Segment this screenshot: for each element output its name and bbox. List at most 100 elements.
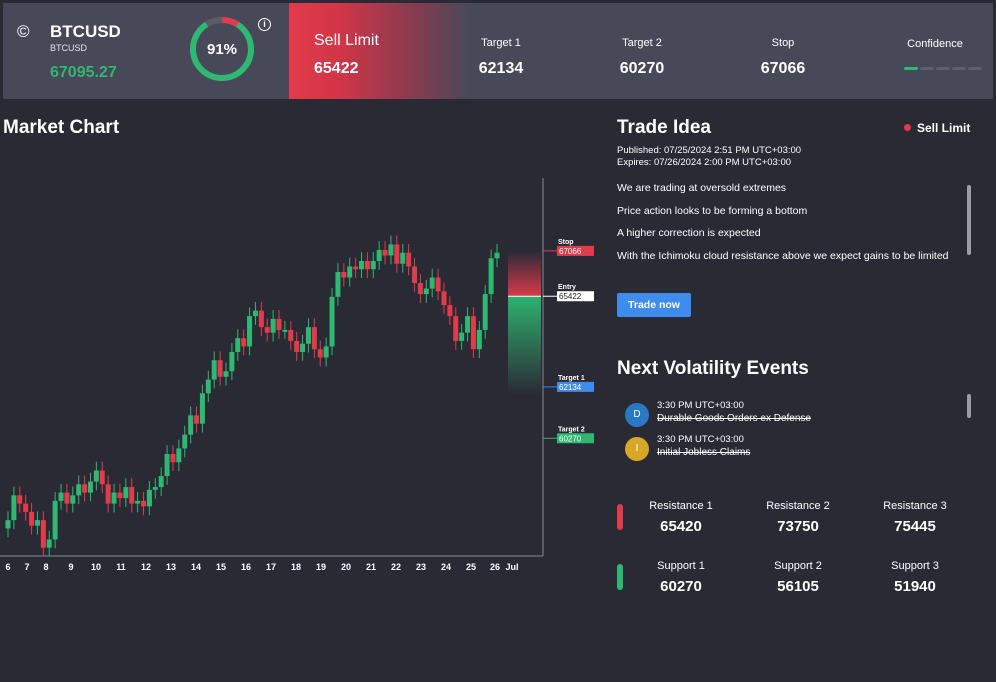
candle bbox=[335, 272, 341, 297]
candle bbox=[370, 260, 376, 270]
x-tick-label: 17 bbox=[266, 562, 276, 572]
candle bbox=[453, 316, 459, 341]
level-tag bbox=[557, 433, 594, 444]
candle bbox=[194, 415, 200, 424]
confidence-segment bbox=[936, 67, 950, 70]
candle bbox=[117, 492, 123, 499]
confidence-segment bbox=[920, 67, 934, 70]
resistance-value: 73750 bbox=[777, 518, 819, 535]
level-tag bbox=[557, 291, 594, 302]
stop-label: Stop bbox=[771, 37, 795, 49]
level-value: 62134 bbox=[559, 383, 582, 392]
info-icon[interactable]: i bbox=[258, 18, 271, 31]
current-price: 67095.27 bbox=[50, 64, 117, 81]
confidence-label: Confidence bbox=[907, 38, 963, 50]
candle bbox=[252, 310, 258, 317]
x-tick-label: 18 bbox=[291, 562, 301, 572]
level-name: Stop bbox=[558, 239, 574, 246]
event-time: 3:30 PM UTC+03:00 bbox=[657, 434, 744, 445]
volatility-scrollbar[interactable] bbox=[967, 394, 971, 418]
target2-value: 60270 bbox=[619, 60, 665, 77]
trade-idea-note: With the Ichimoku cloud resistance above… bbox=[617, 249, 949, 262]
candle bbox=[123, 487, 129, 499]
candle bbox=[317, 349, 323, 358]
resistance-value: 75445 bbox=[894, 518, 936, 535]
x-tick-label: 6 bbox=[5, 562, 10, 572]
candle bbox=[164, 453, 170, 477]
candle bbox=[141, 500, 147, 507]
instrument-header: © BTCUSD BTCUSD 67095.27 91% i Sell Limi… bbox=[3, 3, 993, 99]
candle bbox=[470, 316, 476, 350]
support-value: 51940 bbox=[894, 578, 936, 595]
candle bbox=[5, 520, 11, 529]
event-name: Initial Jobless Claims bbox=[657, 447, 751, 458]
candle bbox=[158, 476, 164, 488]
candle bbox=[400, 252, 406, 264]
level-name: Entry bbox=[558, 284, 576, 291]
trade-idea-note: Price action looks to be forming a botto… bbox=[617, 204, 808, 217]
x-tick-label: 8 bbox=[43, 562, 48, 572]
trade-idea-scrollbar[interactable] bbox=[967, 185, 971, 255]
candle bbox=[294, 340, 300, 352]
support-value: 56105 bbox=[777, 578, 819, 595]
candle bbox=[364, 260, 370, 270]
candle bbox=[146, 489, 152, 507]
candle bbox=[353, 266, 359, 270]
candle bbox=[152, 487, 158, 490]
x-tick-label: 20 bbox=[341, 562, 351, 572]
x-tick-label: 9 bbox=[68, 562, 73, 572]
candle bbox=[241, 338, 247, 347]
candle bbox=[17, 495, 23, 504]
confidence-segment bbox=[952, 67, 966, 70]
risk-zone bbox=[508, 250, 541, 297]
level-value: 67066 bbox=[559, 247, 582, 256]
candle bbox=[276, 318, 282, 330]
candle bbox=[135, 500, 141, 504]
x-tick-label: 25 bbox=[466, 562, 476, 572]
x-tick-label: 13 bbox=[166, 562, 176, 572]
candle bbox=[423, 288, 429, 295]
candle bbox=[105, 484, 111, 504]
candle bbox=[311, 327, 317, 350]
candle bbox=[482, 294, 488, 330]
level-value: 60270 bbox=[559, 434, 582, 443]
x-tick-label: 12 bbox=[141, 562, 151, 572]
level-name: Target 2 bbox=[558, 426, 585, 433]
candle bbox=[211, 360, 217, 380]
level-value: 65422 bbox=[559, 292, 582, 301]
candle bbox=[258, 310, 264, 328]
x-tick-label: 23 bbox=[416, 562, 426, 572]
support-label: Support 2 bbox=[774, 560, 822, 572]
candle bbox=[217, 360, 223, 377]
candle bbox=[406, 252, 412, 267]
market-chart-title: Market Chart bbox=[3, 117, 120, 138]
level-name: Target 1 bbox=[558, 375, 585, 382]
resistance-2: Resistance 2 73750 bbox=[743, 500, 853, 535]
candle bbox=[182, 434, 188, 449]
resistance-label: Resistance 2 bbox=[766, 500, 830, 512]
resistance-label: Resistance 3 bbox=[883, 500, 947, 512]
candle bbox=[394, 244, 400, 264]
event-badge-icon: D bbox=[625, 403, 649, 427]
candle bbox=[412, 266, 418, 284]
candle bbox=[382, 249, 388, 256]
trade-now-button[interactable]: Trade now bbox=[617, 293, 691, 317]
symbol-name: BTCUSD bbox=[50, 22, 121, 41]
x-tick-label: 22 bbox=[391, 562, 401, 572]
published-date: Published: 07/25/2024 2:51 PM UTC+03:00 bbox=[617, 145, 802, 156]
x-tick-label: 26 bbox=[490, 562, 500, 572]
entry-price: 65422 bbox=[314, 60, 359, 77]
x-tick-label: 11 bbox=[116, 562, 126, 572]
level-tag bbox=[557, 381, 594, 392]
candle bbox=[494, 252, 500, 259]
candle bbox=[435, 277, 441, 292]
trade-idea-badge: Sell Limit bbox=[904, 121, 970, 135]
x-tick-label: 14 bbox=[191, 562, 201, 572]
target1-column: Target 1 62134 bbox=[451, 3, 551, 99]
candle bbox=[52, 500, 58, 540]
volatility-title: Next Volatility Events bbox=[617, 358, 809, 379]
candle bbox=[329, 296, 335, 347]
candle bbox=[459, 332, 465, 341]
x-tick-label: 16 bbox=[241, 562, 251, 572]
